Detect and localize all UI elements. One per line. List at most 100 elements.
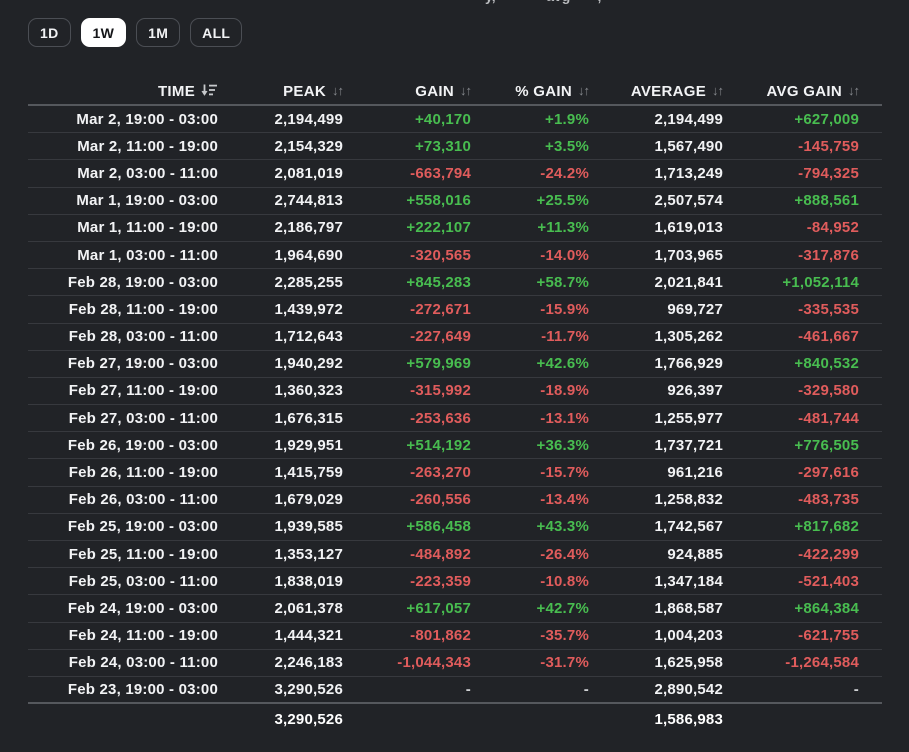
range-button-1w[interactable]: 1W	[80, 18, 127, 47]
table-row: Mar 1, 03:00 - 11:00 1,964,690 -320,565 -14…	[28, 242, 882, 270]
average-cell: 961,216	[667, 464, 723, 482]
peak-cell: 2,186,797	[274, 219, 343, 237]
gain-cell: +514,192	[406, 436, 471, 454]
peak-cell: 1,939,585	[274, 518, 343, 536]
average-cell: 969,727	[667, 300, 723, 318]
gain-cell: -223,359	[410, 572, 471, 590]
peak-cell: 1,838,019	[274, 572, 343, 590]
peak-cell: 2,285,255	[274, 273, 343, 291]
peak-cell: 1,940,292	[274, 355, 343, 373]
range-button-1m[interactable]: 1M	[136, 18, 181, 47]
table-row: Mar 2, 11:00 - 19:00 2,154,329 +73,310 +3.5…	[28, 133, 882, 161]
column-header--gain[interactable]: % GAIN ↓↑	[471, 78, 590, 104]
gain-pct-cell: -15.9%	[540, 300, 589, 318]
peak-cell: 2,744,813	[274, 192, 343, 210]
column-header-label: AVG GAIN	[766, 82, 842, 100]
column-header-average[interactable]: AVERAGE ↓↑	[589, 78, 724, 104]
average-cell: 1,255,977	[654, 409, 723, 427]
peak-cell: 1,929,951	[274, 436, 343, 454]
avg-gain-cell: +840,532	[794, 355, 859, 373]
range-button-all[interactable]: ALL	[190, 18, 243, 47]
average-cell: 2,890,542	[654, 681, 723, 699]
time-cell: Feb 28, 03:00 - 11:00	[68, 328, 218, 346]
column-header-label: AVERAGE	[630, 82, 706, 100]
gain-pct-cell: +36.3%	[536, 436, 589, 454]
gain-cell: +73,310	[414, 137, 471, 155]
sort-toggle-icon: ↓↑	[460, 82, 472, 98]
table-row: Feb 25, 19:00 - 03:00 1,939,585 +586,458 +4…	[28, 514, 882, 541]
average-cell: 1,567,490	[654, 137, 723, 155]
avg-gain-cell: +627,009	[794, 110, 859, 128]
time-cell: Feb 25, 11:00 - 19:00	[68, 545, 218, 563]
average-cell: 1,004,203	[654, 627, 723, 645]
gain-pct-cell: -11.7%	[541, 328, 589, 346]
gain-cell: -227,649	[410, 328, 471, 346]
peak-cell: 1,964,690	[274, 246, 343, 264]
table-row: Mar 1, 19:00 - 03:00 2,744,813 +558,016 +25…	[28, 188, 882, 215]
table-row: Mar 2, 03:00 - 11:00 2,081,019 -663,794 -24…	[28, 160, 882, 188]
time-cell: Feb 26, 19:00 - 03:00	[67, 436, 218, 454]
stats-table: TIME PEAK ↓↑ GAIN ↓↑% GAIN ↓↑ AVERAGE ↓↑ AVG GAI…	[28, 78, 882, 734]
avg-gain-cell: -1,264,584	[785, 654, 859, 672]
column-header-peak[interactable]: PEAK ↓↑	[218, 78, 344, 104]
avg-gain-cell: +864,384	[794, 599, 859, 617]
range-button-1d[interactable]: 1D	[28, 18, 71, 47]
peak-cell: 2,194,499	[274, 110, 343, 128]
avg-gain-cell: +888,561	[794, 192, 859, 210]
table-row: Feb 24, 11:00 - 19:00 1,444,321 -801,862 -3…	[28, 623, 882, 650]
time-cell: Feb 28, 19:00 - 03:00	[67, 273, 218, 291]
peak-cell: 2,081,019	[274, 164, 343, 182]
gain-cell: +845,283	[406, 273, 471, 291]
gain-pct-cell: +58.7%	[536, 273, 589, 291]
gain-cell: -315,992	[410, 382, 471, 400]
gain-cell: -484,892	[410, 545, 471, 563]
clipped-top-text: y, avg ,	[485, 0, 815, 4]
peak-cell: 1,415,759	[274, 464, 343, 482]
gain-cell: -801,862	[410, 627, 471, 645]
footer-average-total: 1,586,983	[654, 711, 723, 729]
peak-cell: 1,712,643	[274, 328, 343, 346]
footer-peak-total: 3,290,526	[274, 711, 343, 729]
gain-pct-cell: -	[583, 681, 589, 699]
average-cell: 1,737,721	[654, 436, 723, 454]
table-row: Feb 26, 03:00 - 11:00 1,679,029 -260,556 -1…	[28, 487, 882, 514]
avg-gain-cell: -297,616	[798, 464, 859, 482]
gain-pct-cell: -14.0%	[540, 246, 589, 264]
time-cell: Feb 25, 03:00 - 11:00	[68, 572, 218, 590]
average-cell: 926,397	[667, 382, 723, 400]
peak-cell: 1,360,323	[274, 382, 343, 400]
avg-gain-cell: -329,580	[798, 382, 859, 400]
gain-cell: -272,671	[410, 300, 471, 318]
column-header-gain[interactable]: GAIN ↓↑	[343, 78, 472, 104]
column-header-avg-gain[interactable]: AVG GAIN ↓↑	[723, 78, 860, 104]
avg-gain-cell: -521,403	[798, 572, 859, 590]
time-cell: Feb 28, 11:00 - 19:00	[68, 300, 218, 318]
column-header-label: PEAK	[283, 82, 326, 100]
gain-pct-cell: +42.6%	[536, 355, 589, 373]
table-row: Feb 25, 11:00 - 19:00 1,353,127 -484,892 -2…	[28, 541, 882, 569]
gain-cell: +586,458	[406, 518, 471, 536]
avg-gain-cell: -145,759	[798, 137, 859, 155]
column-header-time[interactable]: TIME	[28, 78, 218, 104]
gain-pct-cell: +42.7%	[536, 599, 589, 617]
table-row: Feb 26, 19:00 - 03:00 1,929,951 +514,192 +3…	[28, 432, 882, 460]
sort-toggle-icon: ↓↑	[712, 82, 724, 98]
peak-cell: 1,679,029	[274, 491, 343, 509]
gain-cell: -663,794	[410, 164, 471, 182]
gain-cell: -320,565	[410, 246, 471, 264]
table-row: Mar 2, 19:00 - 03:00 2,194,499 +40,170 +1.9…	[28, 106, 882, 134]
average-cell: 1,347,184	[654, 572, 723, 590]
average-cell: 1,305,262	[654, 328, 723, 346]
avg-gain-cell: -461,667	[798, 328, 859, 346]
time-cell: Feb 24, 19:00 - 03:00	[67, 599, 218, 617]
time-cell: Feb 27, 11:00 - 19:00	[68, 382, 218, 400]
average-cell: 1,625,958	[654, 654, 723, 672]
avg-gain-cell: -481,744	[798, 409, 859, 427]
peak-cell: 1,353,127	[274, 545, 343, 563]
time-cell: Feb 27, 19:00 - 03:00	[67, 355, 218, 373]
time-cell: Mar 2, 03:00 - 11:00	[77, 164, 218, 182]
gain-pct-cell: -31.7%	[540, 654, 589, 672]
gain-pct-cell: -24.2%	[540, 164, 589, 182]
peak-cell: 2,061,378	[274, 599, 343, 617]
